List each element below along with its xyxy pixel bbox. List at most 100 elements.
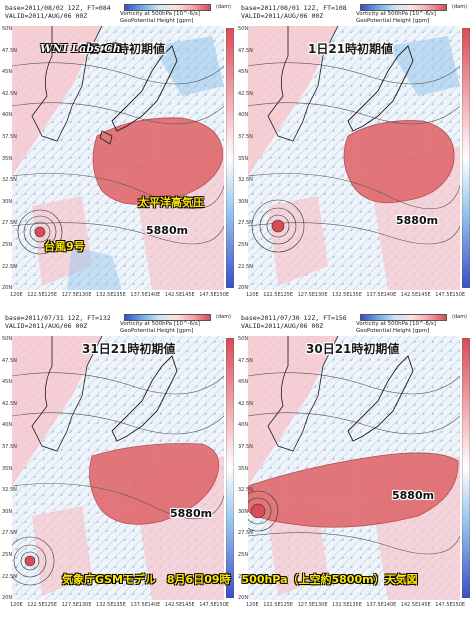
latitude-tick: 32.5N [2,487,17,494]
vorticity-colorbar-vertical [462,28,470,288]
latitude-tick: 32.5N [238,177,253,184]
latitude-tick: 20N [238,285,249,292]
longitude-tick: 147.5E [199,292,217,298]
longitude-tick: 145E [182,602,195,608]
longitude-tick: 147.5E [199,602,217,608]
longitude-tick: 150E [452,292,466,298]
weather-map [12,336,224,600]
geopotential-legend: GeoPotential Height [gpm] [120,18,194,24]
latitude-tick: 20N [238,595,249,602]
weather-map [12,26,224,290]
longitude-tick: 147.5E [435,292,453,298]
valid-time: VALID=2011/AUG/06 00Z [241,322,324,330]
latitude-tick: 27.5N [238,530,253,537]
wni-logo: WNI Labs Ch. [40,42,125,55]
latitude-tick: 50N [2,26,13,32]
latitude-tick: 45N [238,69,249,76]
latitude-tick: 30N [238,508,249,515]
geopotential-legend: GeoPotential Height [gpm] [356,328,430,334]
longitude-tick: 130E [78,292,92,298]
weather-map [248,26,460,290]
longitude-tick: 135E [349,292,362,298]
geopotential-legend: GeoPotential Height [gpm] [356,18,430,24]
longitude-tick: 127.5E [297,602,316,608]
base-time: base=2011/08/01 12Z, FT=108 [241,4,347,12]
unit-label: (dam) [452,4,468,10]
latitude-tick: 25N [238,242,249,248]
latitude-tick: 40N [238,422,249,429]
latitude-tick: 47.5N [2,357,17,364]
longitude-tick: 132.5E [332,602,350,608]
longitude-tick: 120E [246,602,259,608]
unit-label: (dam) [216,314,232,320]
height-label-1: 5880m [146,224,189,237]
longitude-tick: 140E [383,292,397,298]
panel-title: 2日21時初期値 [80,42,166,56]
latitude-tick: 27.5N [2,220,17,227]
longitude-tick: 135E [349,602,362,608]
panel-header: base=2011/07/30 12Z, FT=156 VALID=2011/A… [238,312,473,336]
base-time: base=2011/07/30 12Z, FT=156 [241,314,347,322]
vorticity-legend: Vorticity at 500hPa [10^-6/s] [356,11,436,17]
latitude-tick: 22.5N [2,263,17,270]
longitude-tick: 140E [383,602,397,608]
latitude-tick: 25N [2,552,13,558]
latitude-tick: 32.5N [238,487,253,494]
weather-map [248,336,460,600]
latitude-tick: 45N [2,69,13,76]
longitude-tick: 142.5E [164,602,183,608]
longitude-tick: 142.5E [400,602,419,608]
vorticity-colorbar [360,314,447,321]
latitude-tick: 42.5N [238,400,253,407]
panel-title: 31日21時初期値 [82,342,176,356]
longitude-tick: 132.5E [96,602,114,608]
latitude-tick: 25N [238,552,249,558]
longitude-tick: 132.5E [96,292,114,298]
latitude-tick: 35N [238,465,249,472]
longitude-tick: 130E [314,602,328,608]
vorticity-colorbar-vertical [462,338,470,598]
longitude-tick: 122.5E [263,602,281,608]
unit-label: (dam) [452,314,468,320]
latitude-tick: 27.5N [238,220,253,227]
longitude-tick: 137.5E [130,602,148,608]
latitude-tick: 27.5N [2,530,17,537]
panel-header: base=2011/08/02 12Z, FT=084 VALID=2011/A… [2,2,237,26]
longitude-tick: 120E [10,602,23,608]
vorticity-colorbar [360,4,447,11]
panel-header: base=2011/08/01 12Z, FT=108 VALID=2011/A… [238,2,473,26]
panel-title: 30日21時初期値 [306,342,400,356]
latitude-tick: 20N [2,285,13,292]
base-time: base=2011/08/02 12Z, FT=084 [5,4,111,12]
longitude-tick: 120E [246,292,259,298]
forecast-panel-2: base=2011/08/01 12Z, FT=108 VALID=2011/A… [238,2,473,307]
latitude-tick: 25N [2,242,13,248]
vorticity-colorbar-vertical [226,338,234,598]
latitude-tick: 42.5N [238,90,253,97]
latitude-tick: 45N [238,379,249,386]
latitude-tick: 32.5N [2,177,17,184]
height-label-4: 5880m [392,489,435,502]
latitude-tick: 37.5N [238,134,253,140]
longitude-tick: 137.5E [130,292,148,298]
longitude-tick: 135E [113,602,126,608]
forecast-panel-3: base=2011/07/31 12Z, FT=132 VALID=2011/A… [2,312,237,617]
latitude-tick: 40N [238,112,249,119]
longitude-tick: 145E [418,602,431,608]
longitude-tick: 125E [280,602,294,608]
latitude-tick: 35N [2,155,13,162]
latitude-tick: 22.5N [238,263,253,270]
longitude-tick: 130E [314,292,328,298]
vorticity-colorbar [124,4,211,11]
latitude-tick: 37.5N [2,134,17,140]
longitude-tick: 132.5E [332,292,350,298]
longitude-tick: 135E [113,292,126,298]
valid-time: VALID=2011/AUG/06 00Z [5,12,88,20]
latitude-tick: 37.5N [2,444,17,450]
latitude-tick: 42.5N [2,90,17,97]
longitude-tick: 145E [182,292,195,298]
longitude-tick: 127.5E [297,292,316,298]
forecast-panel-4: base=2011/07/30 12Z, FT=156 VALID=2011/A… [238,312,473,617]
longitude-tick: 140E [147,602,161,608]
latitude-tick: 50N [238,26,249,32]
